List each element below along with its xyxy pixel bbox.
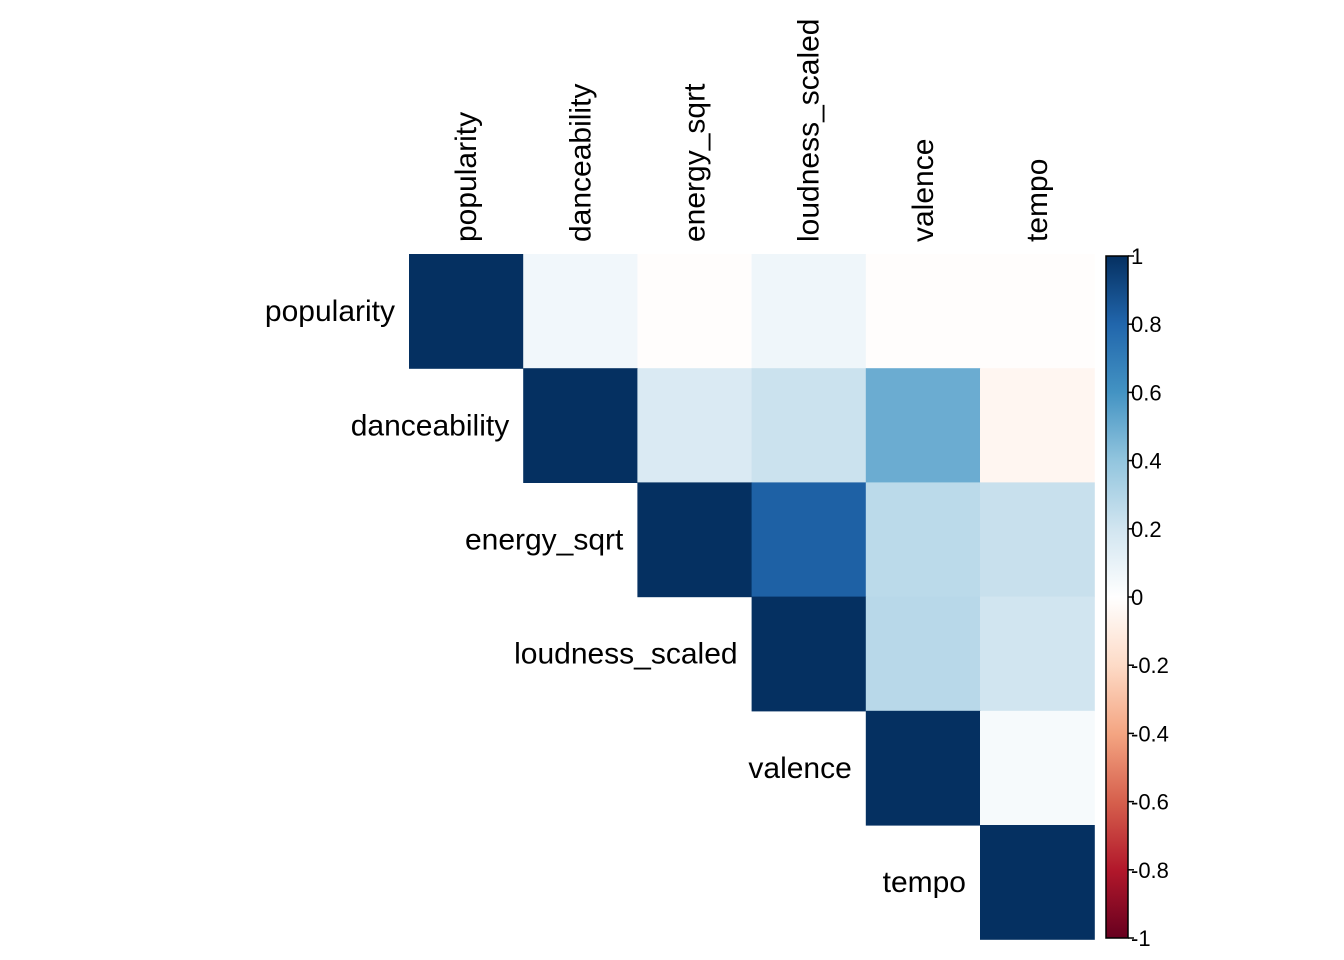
row-label-danceability: danceability	[351, 409, 509, 442]
cell-danceability-danceability	[523, 368, 638, 483]
cell-popularity-tempo	[980, 254, 1095, 369]
cell-danceability-valence	[865, 368, 981, 483]
row-label-valence: valence	[748, 752, 851, 785]
column-label-valence: valence	[907, 139, 940, 242]
cell-valence-valence	[865, 710, 981, 826]
cell-energy_sqrt-valence	[865, 482, 981, 598]
row-labels: popularity danceability energy_sqrtloudnes…	[265, 295, 966, 899]
cell-loudness_scaled-tempo	[980, 596, 1095, 712]
colorbar-tick-label: -0.8	[1131, 858, 1169, 883]
cell-loudness_scaled-valence	[865, 596, 981, 712]
cell-danceability-tempo	[980, 368, 1095, 483]
colorbar-tick-label: 0.8	[1131, 312, 1162, 337]
cell-danceability-energy_sqrt	[637, 368, 753, 483]
cell-popularity-energy_sqrt	[637, 254, 753, 369]
colorbar-tick-label: 0.6	[1131, 380, 1162, 405]
column-label-danceability: danceability	[564, 84, 597, 242]
cell-popularity-valence	[865, 254, 981, 369]
column-label-loudness_scaled: loudness_scaled	[793, 19, 826, 242]
row-label-tempo: tempo	[883, 866, 966, 899]
colorbar-tick-label: -0.2	[1131, 653, 1169, 678]
colorbar-tick-label: -0.4	[1131, 721, 1169, 746]
heatmap-cells	[409, 254, 1095, 940]
row-label-loudness_scaled: loudness_scaled	[514, 638, 738, 671]
row-label-popularity: popularity	[265, 295, 395, 328]
cell-valence-tempo	[980, 710, 1095, 826]
cell-loudness_scaled-loudness_scaled	[751, 596, 867, 712]
colorbar-scale	[1105, 255, 1129, 939]
column-labels: popularity danceability energy_sqrt loudnes…	[450, 19, 1054, 242]
column-label-energy_sqrt: energy_sqrt	[679, 83, 712, 242]
column-label-popularity: popularity	[450, 112, 483, 242]
colorbar-tick-label: 0.4	[1131, 449, 1162, 474]
colorbar-tick-label: 0.2	[1131, 517, 1162, 542]
colorbar-tick-label: 1	[1131, 244, 1143, 269]
cell-popularity-loudness_scaled	[751, 254, 867, 369]
colorbar-tick-label: -1	[1131, 926, 1151, 951]
colorbar: 1 0.8 0.6 0.4 0.2 0 -0.2 -0.4 -0.6 -0.8 -1	[1105, 244, 1169, 951]
cell-danceability-loudness_scaled	[751, 368, 867, 483]
row-label-energy_sqrt: energy_sqrt	[465, 524, 624, 557]
cell-popularity-danceability	[523, 254, 638, 369]
cell-tempo-tempo	[980, 825, 1095, 940]
colorbar-tick-label: -0.6	[1131, 790, 1169, 815]
column-label-tempo: tempo	[1021, 159, 1054, 242]
colorbar-tick-label: 0	[1131, 585, 1143, 610]
cell-energy_sqrt-loudness_scaled	[751, 482, 867, 598]
cell-energy_sqrt-tempo	[980, 482, 1095, 598]
cell-popularity-popularity	[409, 254, 524, 369]
cell-energy_sqrt-energy_sqrt	[637, 482, 753, 598]
colorbar-ticks: 1 0.8 0.6 0.4 0.2 0 -0.2 -0.4 -0.6 -0.8 -1	[1128, 244, 1169, 951]
